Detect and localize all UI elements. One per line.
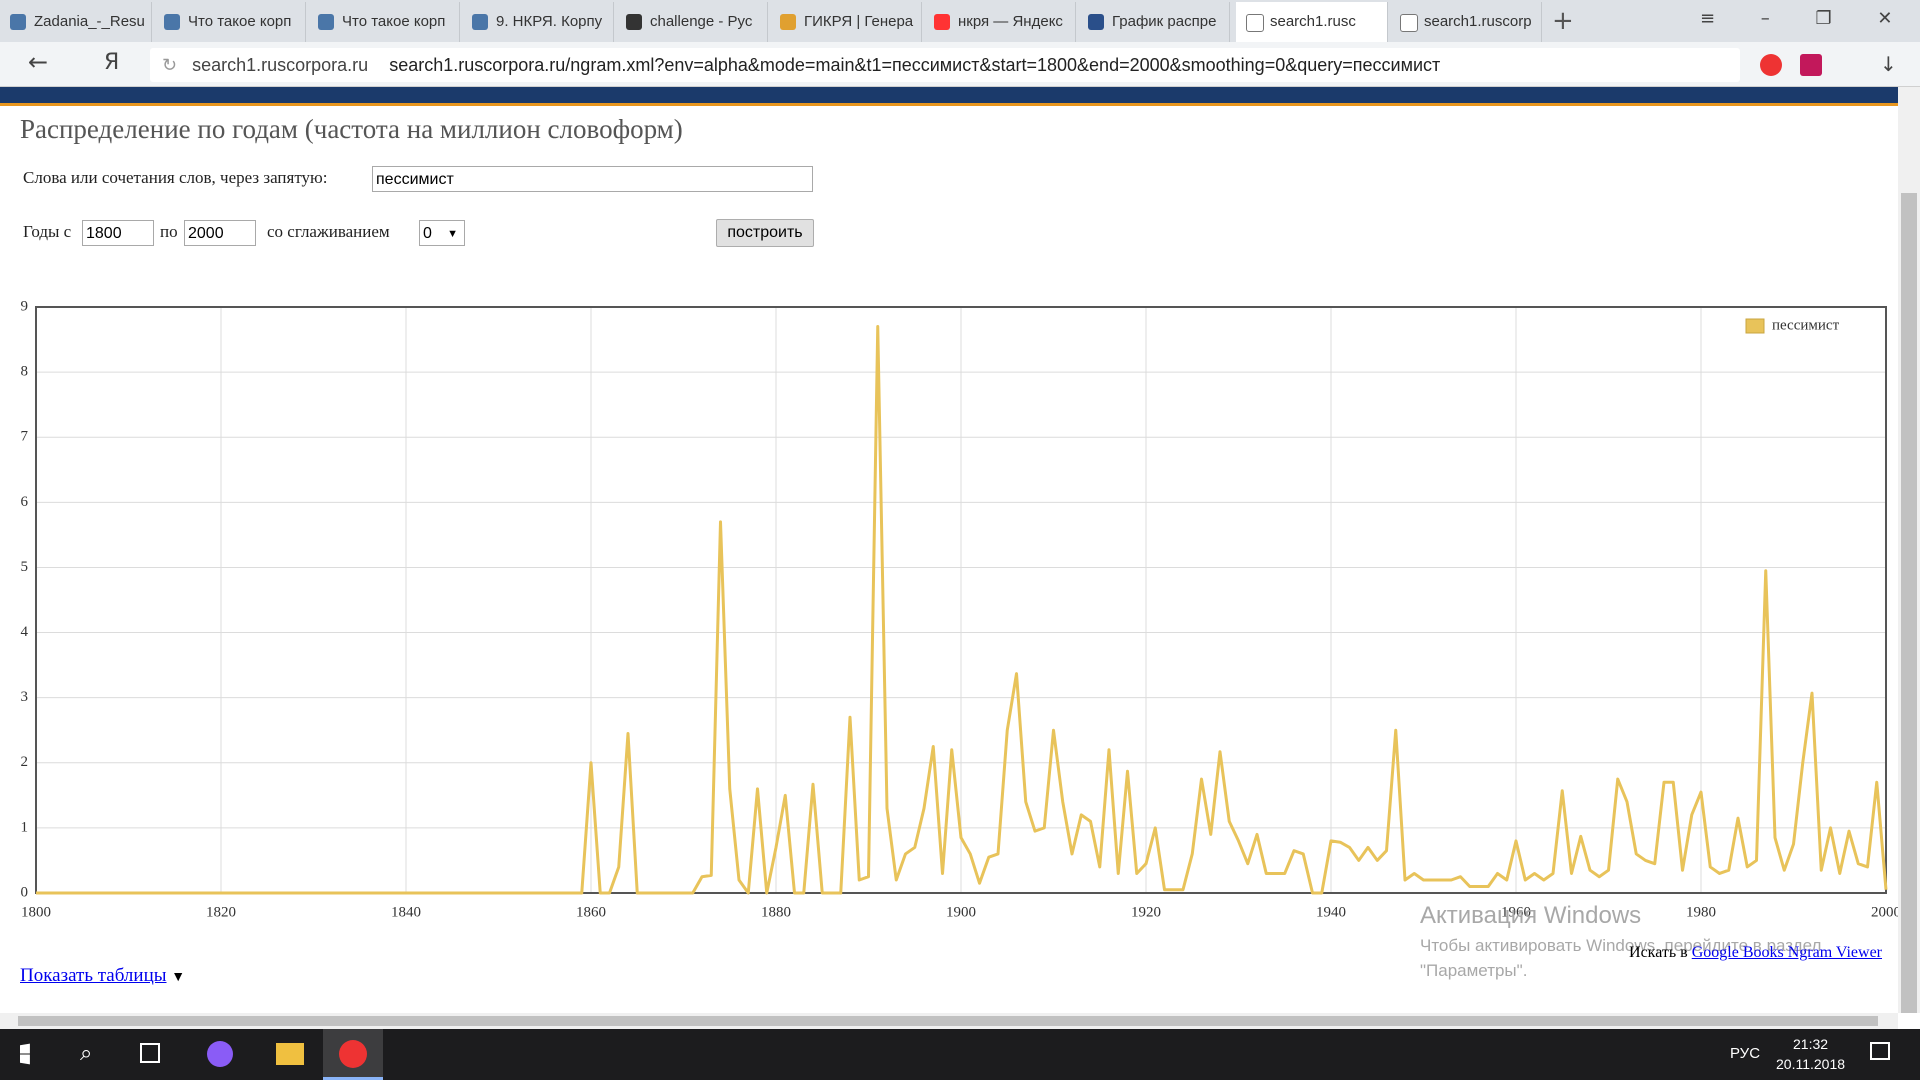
smoothing-select[interactable]: 0 ▼ (419, 220, 465, 246)
tab[interactable]: search1.ruscorp (1390, 2, 1542, 42)
downloads-icon[interactable]: ↓ (1880, 52, 1897, 76)
x-tick-label: 1900 (946, 904, 976, 920)
data-line (36, 325, 1888, 895)
tab-title[interactable]: Что такое корп (188, 13, 292, 30)
y-tick-label: 4 (21, 624, 29, 640)
chart: 0 1 2 3 4 5 6 7 8 9 1800 1820 1840 1860 1880 1900 1920 19… (21, 298, 1899, 920)
y-tick-label: 9 (21, 298, 29, 314)
x-tick-label: 1880 (761, 904, 791, 920)
activation-title: Активация Windows (1420, 902, 1642, 929)
year-to-input[interactable]: 2000 (184, 220, 256, 246)
yandex-button[interactable]: Я (104, 50, 120, 75)
adblock-icon[interactable] (1760, 54, 1782, 76)
browser-button[interactable] (323, 1029, 383, 1080)
y-tick-label: 7 (21, 429, 29, 445)
tab-title[interactable]: search1.rusc (1270, 13, 1356, 30)
to-label: по (160, 222, 178, 241)
tab[interactable]: График распре (1078, 2, 1230, 42)
extension-icon[interactable] (1800, 54, 1822, 76)
x-tick-label: 1820 (206, 904, 236, 920)
show-tables[interactable]: Показать таблицы ▼ (20, 965, 186, 986)
x-tick-label: 1940 (1316, 904, 1346, 920)
year-from-input[interactable]: 1800 (82, 220, 154, 246)
activation-text: "Параметры". (1420, 961, 1528, 980)
search-button[interactable]: ⌕ (80, 1041, 93, 1066)
tab[interactable]: challenge - Рус (616, 2, 768, 42)
y-tick-label: 1 (21, 819, 29, 835)
x-tick-label: 1960 (1501, 904, 1531, 920)
window-controls[interactable]: ≡ – ❐ ✕ (1700, 8, 1893, 29)
y-tick-label: 2 (21, 754, 29, 770)
tab-title[interactable]: нкря — Яндекс (958, 13, 1063, 30)
query-label: Слова или сочетания слов, через запятую: (23, 168, 328, 187)
notifications[interactable] (1870, 1042, 1890, 1060)
scroll-thumb[interactable] (18, 1016, 1878, 1026)
y-tick-label: 0 (21, 884, 29, 900)
tab[interactable]: Что такое корп (308, 2, 460, 42)
tab[interactable]: нкря — Яндекс (924, 2, 1076, 42)
google-ngram-link[interactable]: Google Books Ngram Viewer (1691, 944, 1882, 961)
x-tick-label: 1920 (1131, 904, 1161, 920)
tab-title[interactable]: 9. НКРЯ. Корпу (496, 13, 603, 30)
explorer-button[interactable] (276, 1043, 304, 1065)
clock-date[interactable]: 20.11.2018 (1776, 1056, 1846, 1072)
x-tick-label: 1980 (1686, 904, 1716, 920)
smoothing-label: со сглаживанием (267, 222, 390, 241)
x-tick-label: 1800 (21, 904, 51, 920)
tab[interactable]: Zadania_-_Resu (0, 2, 152, 42)
tab-title[interactable]: Что такое корп (342, 13, 446, 30)
show-tables-link[interactable]: Показать таблицы (20, 965, 167, 986)
tab-title[interactable]: Zadania_-_Resu (34, 13, 145, 30)
y-tick-label: 3 (21, 689, 29, 705)
y-tick-label: 5 (21, 559, 29, 575)
search-in-label: Искать в (1629, 944, 1688, 961)
url-text[interactable]: search1.ruscorpora.ru/ngram.xml?env=alph… (389, 55, 1441, 75)
tab-title[interactable]: challenge - Рус (650, 13, 753, 30)
reload-icon[interactable]: ↻ (162, 55, 178, 75)
tab-title[interactable]: search1.ruscorp (1424, 13, 1532, 30)
alice-button[interactable] (207, 1041, 233, 1067)
tab[interactable]: 9. НКРЯ. Корпу (462, 2, 614, 42)
url-field[interactable]: ↻ search1.ruscorpora.ru search1.ruscorpo… (150, 48, 1740, 82)
smoothing-value[interactable]: 0 (423, 225, 432, 242)
new-tab[interactable]: + (1552, 6, 1574, 36)
back-button[interactable]: ← (28, 48, 49, 76)
tab-bar: Zadania_-_Resu Что такое корп Что такое … (0, 0, 1920, 42)
y-tick-label: 8 (21, 364, 29, 380)
query-input[interactable]: пессимист (372, 166, 813, 192)
y-tick-label: 6 (21, 494, 29, 510)
tab[interactable]: search1.rusc (1236, 2, 1388, 42)
site-header (0, 87, 1898, 106)
input-language[interactable]: РУС (1730, 1045, 1761, 1062)
plot-frame (35, 306, 1887, 894)
build-button[interactable]: построить (716, 219, 814, 247)
start-button[interactable] (20, 1043, 30, 1065)
legend-label: пессимист (1772, 317, 1840, 333)
taskbar: ⌕ РУС 21:32 20.11.2018 (0, 1029, 1920, 1080)
task-view[interactable] (140, 1043, 160, 1063)
scroll-thumb[interactable] (1901, 193, 1917, 1013)
x-tick-label: 2000 (1871, 904, 1898, 920)
years-label: Годы с (23, 222, 72, 241)
external-search: Искать в Google Books Ngram Viewer (1629, 944, 1882, 962)
x-tick-label: 1860 (576, 904, 606, 920)
legend-swatch (1745, 318, 1765, 334)
clock-time[interactable]: 21:32 (1793, 1036, 1829, 1052)
tab-title[interactable]: ГИКРЯ | Генера (804, 13, 914, 30)
horizontal-scrollbar[interactable] (0, 1013, 1898, 1029)
x-tick-label: 1840 (391, 904, 421, 920)
page-heading: Распределение по годам (частота на милли… (20, 114, 683, 144)
tab[interactable]: ГИКРЯ | Генера (770, 2, 922, 42)
tab-title[interactable]: График распре (1112, 13, 1217, 30)
vertical-scrollbar[interactable] (1898, 87, 1920, 1013)
url-domain[interactable]: search1.ruscorpora.ru (192, 55, 369, 75)
activation-text: Чтобы активировать Windows, перейдите в … (1420, 936, 1822, 955)
tab[interactable]: Что такое корп (154, 2, 306, 42)
